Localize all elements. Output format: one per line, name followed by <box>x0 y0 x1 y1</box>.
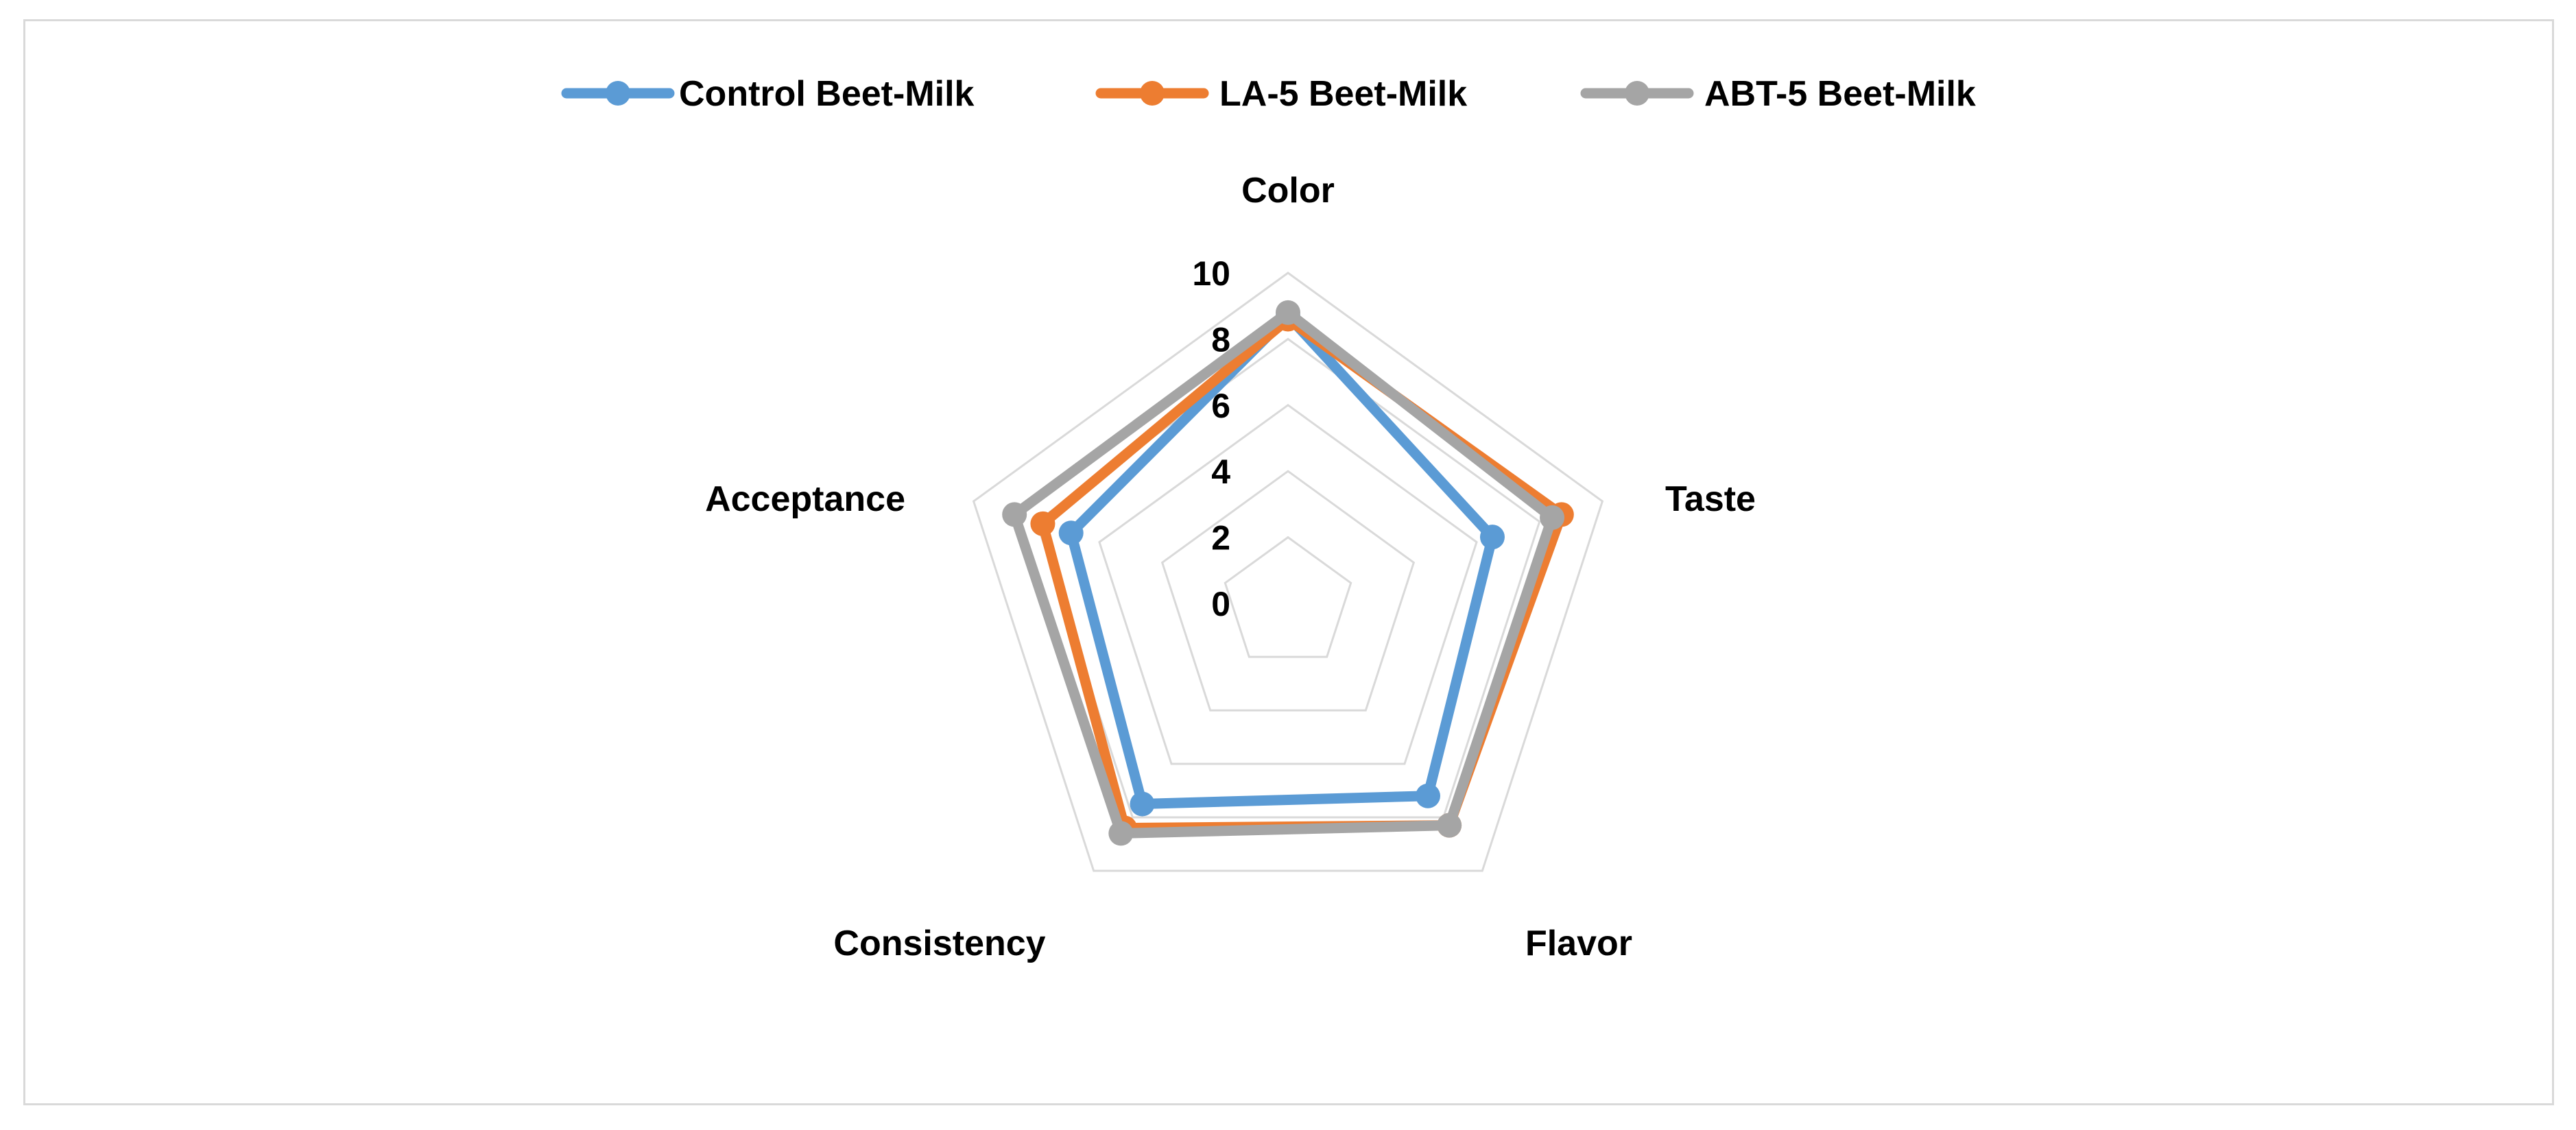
data-point <box>1276 300 1300 325</box>
data-point <box>1058 520 1084 546</box>
series-1 <box>1030 306 1574 841</box>
legend-label: Control Beet-Milk <box>679 74 975 114</box>
grid-ring-4 <box>1160 470 1416 712</box>
axis-label-consistency: Consistency <box>833 924 1045 963</box>
tick-label-2: 2 <box>1211 519 1230 557</box>
series-line <box>1009 307 1558 839</box>
legend-marker <box>1140 81 1165 106</box>
data-point <box>1002 502 1027 527</box>
data-point <box>1479 525 1505 550</box>
legend-item-2: ABT-5 Beet-Milk <box>1580 74 1976 114</box>
series-0 <box>1058 303 1505 817</box>
data-series <box>1002 300 1574 846</box>
legend-item-1: LA-5 Beet-Milk <box>1095 74 1467 114</box>
tick-label-4: 4 <box>1211 453 1230 491</box>
data-point <box>1540 505 1565 530</box>
data-point <box>1108 821 1134 846</box>
legend-marker <box>606 81 630 106</box>
legend-label: ABT-5 Beet-Milk <box>1704 74 1976 114</box>
legend-marker <box>1625 81 1649 106</box>
tick-label-0: 0 <box>1211 585 1230 623</box>
radar-grid <box>972 272 1604 872</box>
axis-label-acceptance: Acceptance <box>705 479 905 519</box>
grid-ring-6 <box>1098 403 1478 765</box>
axis-label-flavor: Flavor <box>1525 924 1632 963</box>
grid-ring-10 <box>972 272 1604 872</box>
series-line <box>1066 311 1498 809</box>
data-point <box>1030 511 1056 536</box>
series-2 <box>1002 300 1565 846</box>
data-point <box>1437 813 1462 838</box>
axis-label-taste: Taste <box>1665 479 1756 519</box>
legend-item-0: Control Beet-Milk <box>561 74 975 114</box>
grid-ring-2 <box>1224 536 1352 658</box>
data-point <box>1415 783 1440 808</box>
axis-label-color: Color <box>1241 171 1335 211</box>
chart-frame <box>23 19 2554 1105</box>
tick-label-10: 10 <box>1192 254 1230 293</box>
legend: Control Beet-Milk LA-5 Beet-Milk ABT-5 Bee… <box>561 74 1976 114</box>
data-point <box>1130 791 1155 817</box>
axis-labels: Color Taste Flavor Consistency Acceptance <box>705 171 1756 963</box>
legend-label: LA-5 Beet-Milk <box>1219 74 1467 114</box>
